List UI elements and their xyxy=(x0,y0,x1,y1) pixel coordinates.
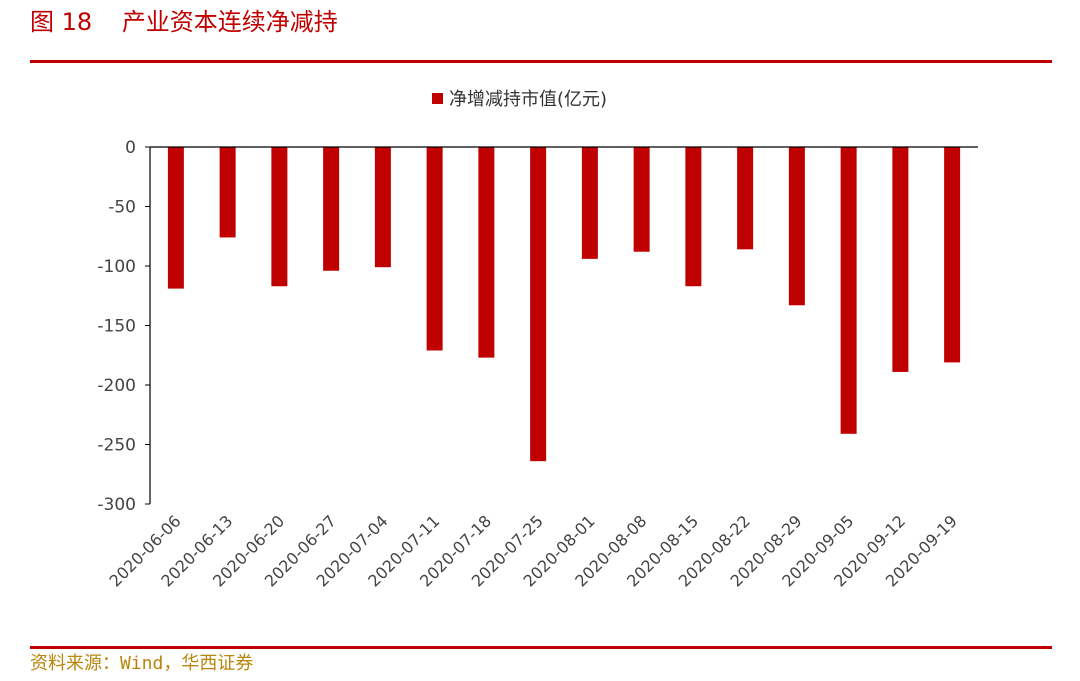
bar xyxy=(685,147,702,287)
legend: 净增减持市值(亿元) xyxy=(432,89,607,110)
bar xyxy=(167,147,184,289)
bar xyxy=(323,147,340,271)
bar xyxy=(426,147,443,351)
y-tick-label: -300 xyxy=(97,495,136,515)
bar xyxy=(530,147,547,462)
bar xyxy=(271,147,288,287)
x-axis-labels: 2020-06-062020-06-132020-06-202020-06-27… xyxy=(106,511,961,590)
y-tick-label: -150 xyxy=(97,317,136,337)
bar xyxy=(374,147,391,268)
figure-header: 图 18 产业资本连续净减持 xyxy=(30,4,1050,44)
bar xyxy=(737,147,754,250)
figure-title: 产业资本连续净减持 xyxy=(121,8,338,36)
y-tick-label: -50 xyxy=(108,198,136,218)
y-axis: 0 -50 -100 -150 -200 -250 -300 xyxy=(97,138,151,515)
bar xyxy=(892,147,909,372)
source-note: 资料来源：Wind，华西证券 xyxy=(30,653,254,674)
bar xyxy=(581,147,598,259)
bar xyxy=(633,147,650,252)
y-tick-label: 0 xyxy=(125,138,136,158)
bar xyxy=(840,147,857,434)
bar xyxy=(478,147,495,358)
y-tick-label: -100 xyxy=(97,257,136,277)
y-tick-label: -200 xyxy=(97,376,136,396)
bottom-divider xyxy=(30,646,1052,649)
bars xyxy=(167,147,961,462)
bar xyxy=(219,147,236,238)
top-divider xyxy=(30,60,1052,63)
bar-chart: 净增减持市值(亿元) 0 -50 -100 -150 -200 -250 -300 2020… xyxy=(97,89,978,591)
bar xyxy=(944,147,961,363)
bar xyxy=(788,147,805,306)
legend-label: 净增减持市值(亿元) xyxy=(449,89,607,110)
figure-label: 图 18 xyxy=(30,8,93,36)
y-tick-label: -250 xyxy=(97,436,136,456)
legend-swatch xyxy=(432,93,443,104)
